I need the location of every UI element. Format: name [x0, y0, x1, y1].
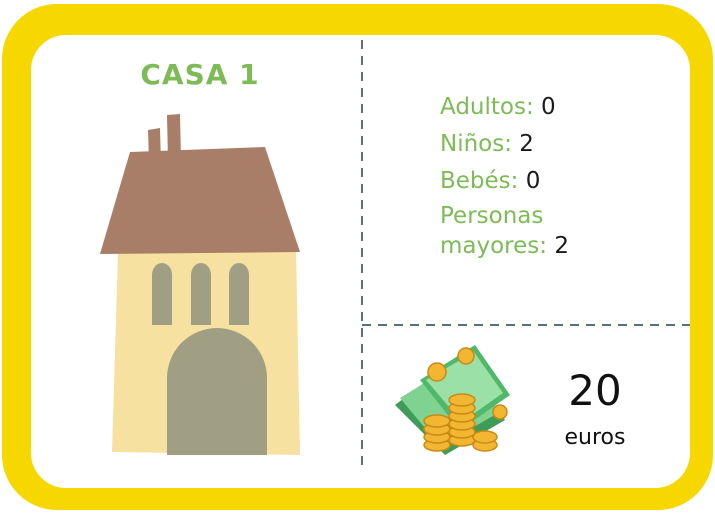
- house-icon: [100, 114, 300, 455]
- price-unit: euros: [540, 425, 650, 450]
- field-label: Bebés:: [440, 168, 518, 194]
- field-row: Niños: 2: [440, 127, 640, 161]
- field-row: Personas mayores: 2: [440, 201, 640, 261]
- field-row: Bebés: 0: [440, 164, 640, 198]
- field-label: Niños:: [440, 131, 512, 157]
- field-value: 2: [519, 131, 534, 157]
- field-value: 0: [541, 94, 556, 120]
- house-title: CASA 1: [100, 58, 300, 91]
- field-row: Adultos: 0: [440, 90, 640, 124]
- price-amount: 20: [540, 366, 650, 415]
- field-value: 0: [526, 168, 541, 194]
- field-value: 2: [554, 233, 569, 259]
- field-label: Adultos:: [440, 94, 534, 120]
- house-card: CASA 1 Adultos: 0Niños: 2Bebés: 0Persona…: [0, 0, 715, 514]
- field-label: Personas mayores:: [440, 203, 547, 259]
